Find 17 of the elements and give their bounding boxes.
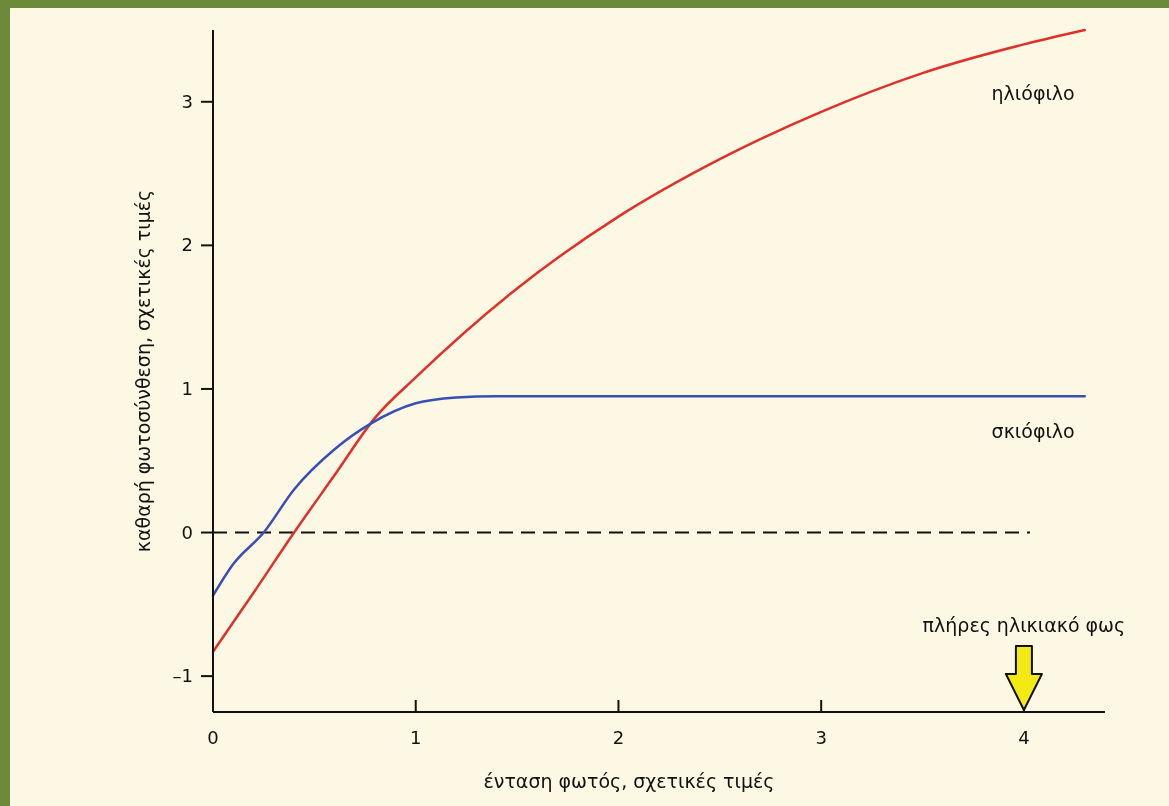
x-tick-label: 3 (815, 727, 827, 748)
line-series (211, 394, 1086, 597)
y-tick-label: –1 (172, 665, 193, 687)
y-axis-title: καθαρή φωτοσύνθεση, σχετικές τιμές (132, 189, 154, 553)
line-series (211, 28, 1086, 653)
x-tick-label: 2 (612, 727, 625, 748)
x-tick-label: 0 (207, 727, 219, 748)
x-tick-label: 4 (1018, 727, 1030, 748)
y-tick-label: 0 (181, 521, 193, 543)
series-label: σκιόφιλο (991, 420, 1075, 443)
series-label: ηλιόφιλο (991, 82, 1075, 104)
annotation: πλήρες ηλικιακό φως (922, 614, 1126, 636)
y-tick-label: 1 (181, 377, 193, 399)
x-tick-label: 1 (410, 727, 422, 748)
y-tick-label: 2 (181, 234, 193, 256)
y-tick-label: 3 (181, 90, 193, 112)
x-axis-title: ένταση φωτός, σχετικές τιμές (483, 770, 775, 792)
